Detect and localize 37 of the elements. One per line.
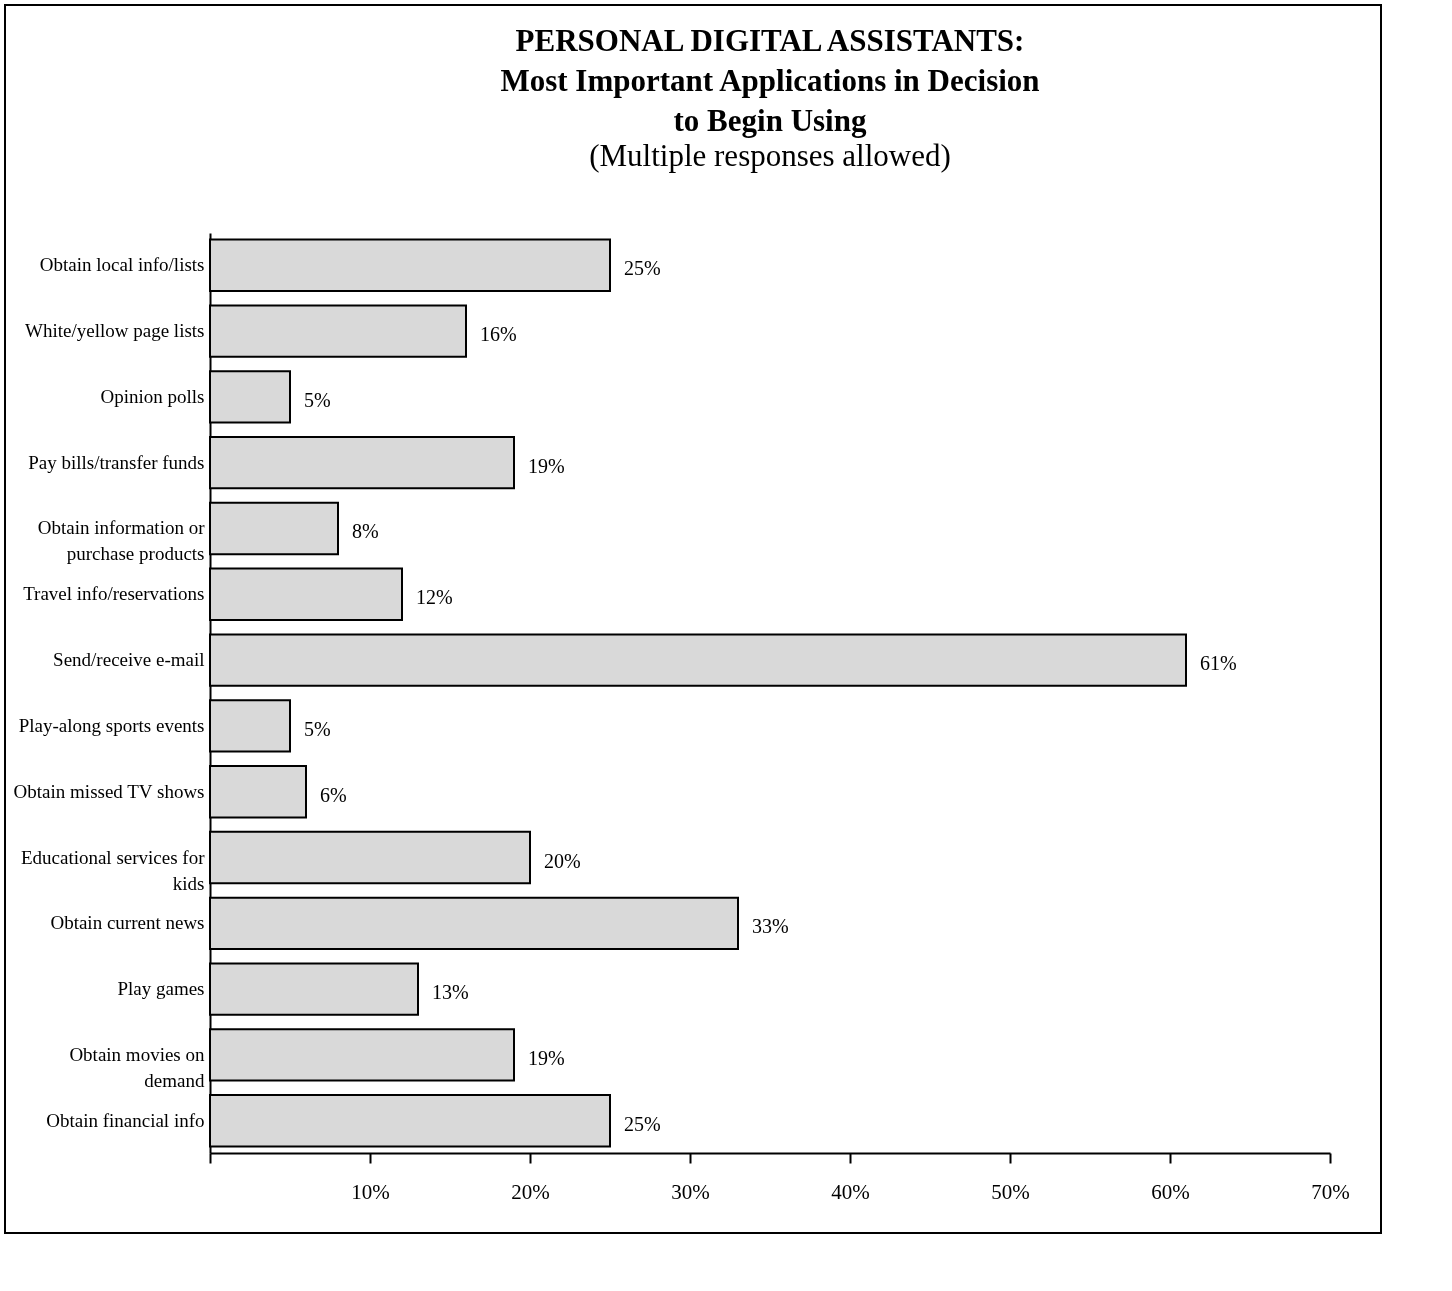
y-tick-label: Travel info/reservations xyxy=(23,583,205,605)
data-label: 13% xyxy=(432,981,469,1004)
data-label: 61% xyxy=(1200,652,1237,675)
y-tick-label: Obtain missed TV shows xyxy=(13,780,205,802)
y-tick-label: Send/receive e-mail xyxy=(53,649,205,671)
chart-title: PERSONAL DIGITAL ASSISTANTS: Most Important Applications in Decision to Begin Using xyxy=(500,23,1040,138)
data-label: 12% xyxy=(416,586,453,609)
x-tick-label: 20% xyxy=(511,1179,550,1204)
chart-subtitle: (Multiple responses allowed) xyxy=(589,138,951,173)
data-label: 33% xyxy=(752,915,789,938)
x-tick-label: 70% xyxy=(1311,1179,1350,1204)
y-tick-label: Obtain movies on demand xyxy=(69,1043,205,1091)
x-tick-label: 50% xyxy=(991,1179,1030,1204)
data-label: 5% xyxy=(304,717,331,740)
y-tick-label: Obtain current news xyxy=(50,912,205,934)
y-tick-label: Opinion polls xyxy=(100,385,205,407)
data-label: 8% xyxy=(352,520,379,543)
data-label: 20% xyxy=(544,849,581,872)
y-tick-label: Pay bills/transfer funds xyxy=(28,451,205,473)
data-label: 16% xyxy=(480,323,517,346)
data-label: 25% xyxy=(624,1112,661,1135)
data-label: 6% xyxy=(320,783,347,806)
y-tick-label: Educational services for kids xyxy=(20,846,206,894)
y-tick-label: White/yellow page lists xyxy=(25,320,205,342)
x-tick-label: 10% xyxy=(351,1179,390,1204)
x-tick-label: 40% xyxy=(831,1179,870,1204)
y-tick-label: Obtain information or purchase products xyxy=(37,517,206,565)
x-tick-label: 30% xyxy=(671,1179,710,1204)
data-label: 5% xyxy=(304,388,331,411)
data-label: 19% xyxy=(528,1046,565,1069)
y-tick-label: Obtain financial info xyxy=(46,1109,205,1131)
y-tick-label: Play-along sports events xyxy=(18,714,205,736)
data-label: 25% xyxy=(624,257,661,280)
x-tick-label: 60% xyxy=(1151,1179,1190,1204)
data-label: 19% xyxy=(528,454,565,477)
y-tick-label: Play games xyxy=(117,978,205,1000)
y-tick-label: Obtain local info/lists xyxy=(39,254,205,276)
